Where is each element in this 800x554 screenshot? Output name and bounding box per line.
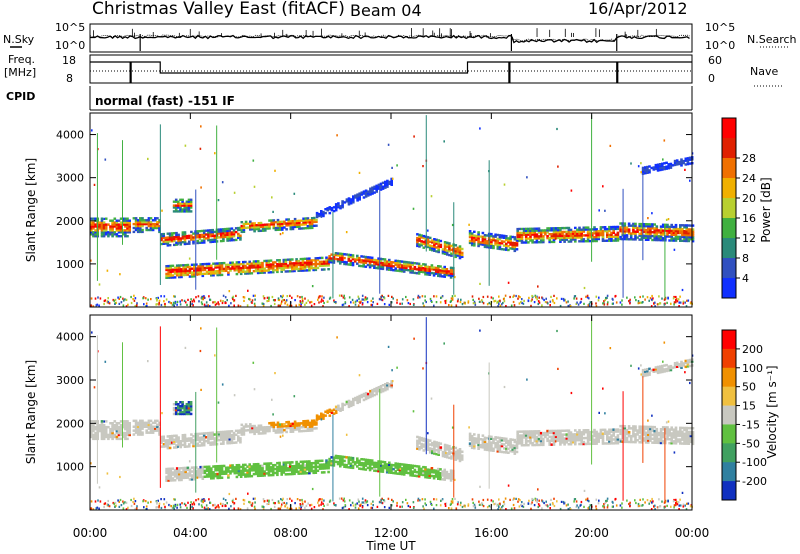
x-tick-label: 16:00: [474, 526, 509, 540]
x-tick-label: 00:00: [73, 526, 108, 540]
velocity-colorbar-label: Velocity [m s⁻¹]: [765, 365, 779, 458]
y-tick-label: 2000: [56, 417, 84, 430]
y-tick-label: 4000: [56, 129, 84, 142]
power-panel: 1000 2000 3000 4000 Slant Range [km] 4 8 12 16…: [24, 112, 773, 308]
y-tick-label: 1000: [56, 258, 84, 271]
cpid-panel: CPID normal (fast) -151 IF: [6, 86, 693, 111]
beam-label: Beam 04: [350, 1, 422, 20]
y-tick-label: 3000: [56, 374, 84, 387]
colorbar-tick-label: 200: [742, 343, 763, 356]
nave-tick-low: 0: [708, 72, 715, 85]
colorbar-tick-label: 100: [742, 362, 763, 375]
colorbar-tick-label: 50: [742, 381, 756, 394]
colorbar-swatch: [722, 138, 736, 159]
frequency-panel: Freq. [MHz] 18 8 60 0 Nave: [4, 53, 782, 87]
x-tick-label: 00:00: [675, 526, 710, 540]
x-tick-label: 08:00: [273, 526, 308, 540]
colorbar-swatch: [722, 198, 736, 219]
colorbar-tick-label: -200: [742, 475, 767, 488]
colorbar-tick-label: -100: [742, 456, 767, 469]
freq-label-line1: Freq.: [8, 53, 35, 66]
colorbar-swatch: [722, 258, 736, 279]
cpid-text: normal (fast) -151 IF: [95, 94, 235, 108]
cpid-label: CPID: [6, 90, 35, 103]
colorbar-swatch: [722, 386, 736, 407]
y-tick-label: 1000: [56, 461, 84, 474]
colorbar-tick-label: 16: [742, 212, 756, 225]
time-x-ticks: 00:00 04:00 08:00 12:00 16:00 20:00 00:00: [73, 113, 710, 540]
colorbar-tick-label: 24: [742, 172, 756, 185]
y-tick-label: 2000: [56, 215, 84, 228]
colorbar-tick-label: 12: [742, 232, 756, 245]
colorbar-tick-label: -15: [742, 418, 760, 431]
freq-label-line2: [MHz]: [4, 66, 36, 79]
x-tick-label: 04:00: [173, 526, 208, 540]
x-tick-label: 20:00: [574, 526, 609, 540]
power-colorbar-label: Power [dB]: [759, 177, 773, 242]
colorbar-tick-label: 28: [742, 152, 756, 165]
colorbar-swatch: [722, 218, 736, 239]
power-y-ticks: 1000 2000 3000 4000: [56, 129, 692, 271]
colorbar-swatch: [722, 424, 736, 444]
colorbar-tick-label: 15: [742, 400, 756, 413]
colorbar-swatch: [722, 330, 736, 350]
colorbar-tick-label: 8: [742, 252, 749, 265]
nave-tick-high: 60: [708, 54, 722, 67]
velocity-panel: 1000 2000 3000 4000 Slant Range [km] 200 100…: [24, 113, 779, 553]
x-tick-label: 12:00: [374, 526, 409, 540]
power-y-axis-label: Slant Range [km]: [24, 158, 38, 262]
noise-tick-high-right: 10^5: [705, 21, 735, 34]
x-axis-label: Time UT: [365, 539, 416, 553]
colorbar-swatch: [722, 481, 736, 501]
colorbar-swatch: [722, 367, 736, 388]
velocity-colorbar: 200 100 50 15 -15 -50 -100 -200: [721, 329, 767, 501]
colorbar-swatch: [722, 278, 736, 299]
power-colorbar: 4 8 12 16 20 24 28: [721, 117, 756, 299]
noise-tick-low-left: 10^0: [55, 39, 85, 52]
noise-tick-high-left: 10^5: [55, 21, 85, 34]
date-label: 16/Apr/2012: [588, 0, 688, 18]
colorbar-swatch: [722, 462, 736, 482]
y-tick-label: 4000: [56, 331, 84, 344]
velocity-y-axis-label: Slant Range [km]: [24, 360, 38, 464]
nsky-label: N.Sky: [3, 33, 35, 46]
velocity-heatmap: [90, 317, 695, 511]
colorbar-swatch: [722, 238, 736, 259]
velocity-y-ticks: 1000 2000 3000 4000: [56, 331, 692, 474]
colorbar-swatch: [722, 178, 736, 199]
noise-panel: N.Sky N.Search 10^5 10^0 10^5 10^0: [3, 21, 797, 53]
colorbar-swatch: [722, 405, 736, 425]
figure-title: Christmas Valley East (fitACF): [92, 0, 345, 19]
nave-label: Nave: [750, 65, 778, 78]
colorbar-swatch: [722, 118, 736, 139]
colorbar-tick-label: -50: [742, 437, 760, 450]
freq-tick-high: 18: [62, 54, 76, 67]
frequency-trace: [90, 61, 692, 83]
noise-trace: [89, 28, 690, 51]
nsearch-label: N.Search: [747, 33, 797, 46]
freq-tick-low: 8: [66, 72, 73, 85]
y-tick-label: 3000: [56, 172, 84, 185]
power-heatmap: [90, 115, 695, 308]
colorbar-tick-label: 4: [742, 272, 749, 285]
colorbar-swatch: [722, 443, 736, 463]
noise-tick-low-right: 10^0: [705, 39, 735, 52]
colorbar-swatch: [722, 348, 736, 369]
colorbar-swatch: [722, 158, 736, 179]
colorbar-tick-label: 20: [742, 192, 756, 205]
